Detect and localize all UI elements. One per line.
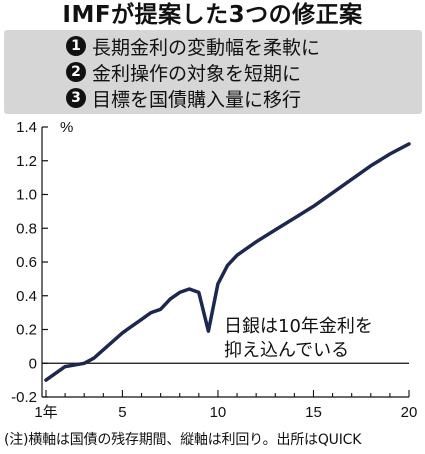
proposal-item: 2 金利操作の対象を短期に: [66, 59, 301, 85]
boj-annotation-line-2: 抑え込んでいる: [224, 340, 349, 361]
y-tick-label: 0: [29, 355, 37, 372]
x-tick-label: 5: [118, 404, 126, 421]
x-tick-label: 15: [305, 404, 322, 421]
number-badge-3: 3: [66, 88, 86, 108]
y-tick-label: 0.8: [16, 220, 37, 237]
y-tick-label: 1.0: [16, 187, 37, 204]
y-tick-label: 0.4: [16, 288, 37, 305]
proposal-text-2: 金利操作の対象を短期に: [92, 62, 302, 85]
proposal-text-1: 長期金利の変動幅を柔軟に: [92, 36, 321, 59]
proposal-item: 3 目標を国債購入量に移行: [66, 85, 301, 111]
proposal-item: 1 長期金利の変動幅を柔軟に: [66, 33, 320, 59]
y-unit-label: %: [60, 119, 73, 136]
x-axis: 1年 5 10 15 20: [34, 362, 418, 421]
boj-annotation-line-1: 日銀は10年金利を: [224, 316, 373, 337]
footnote: (注)横軸は国債の残存期間、縦軸は利回り。出所はQUICK: [4, 432, 362, 448]
chart-title: IMFが提案した3つの修正案: [62, 2, 363, 28]
proposals-box: 1 長期金利の変動幅を柔軟に 2 金利操作の対象を短期に 3 目標を国債購入量に…: [4, 30, 422, 114]
x-tick-label: 20: [401, 404, 418, 421]
yield-curve-line: [44, 142, 411, 382]
x-tick-label: 1年: [34, 404, 57, 421]
number-badge-2: 2: [66, 62, 86, 82]
number-badge-1: 1: [66, 36, 86, 56]
y-tick-label: 1.2: [16, 153, 37, 170]
y-tick-label: 1.4: [16, 119, 37, 136]
y-axis: -0.2 0 0.2 0.4 0.6 0.8 1.0 1.2 1.4%: [11, 119, 73, 406]
yield-curve-chart: -0.2 0 0.2 0.4 0.6 0.8 1.0 1.2 1.4% 1年 5 10 15 20 日銀…: [11, 119, 418, 421]
y-tick-label: -0.2: [11, 389, 37, 406]
proposal-text-3: 目標を国債購入量に移行: [92, 88, 302, 111]
x-tick-label: 10: [210, 404, 227, 421]
y-tick-label: 0.2: [16, 322, 37, 339]
y-tick-label: 0.6: [16, 254, 37, 271]
